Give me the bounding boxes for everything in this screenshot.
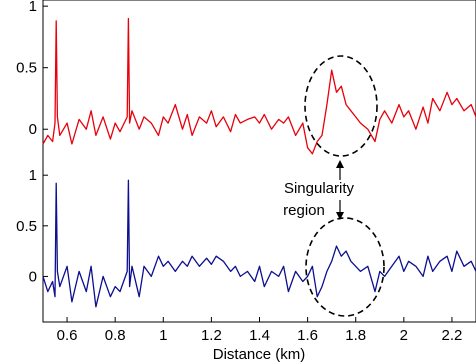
x-axis-title: Distance (km)	[213, 346, 306, 363]
annotation-arrowhead-down	[336, 212, 344, 220]
series-line-0	[42, 17, 476, 155]
plot-frame	[42, 0, 476, 323]
annotation-label-line2: region	[283, 202, 325, 219]
series-line-1	[42, 179, 476, 308]
y-tick-label: 0.5	[16, 218, 37, 235]
x-tick-label: 1.4	[249, 327, 270, 344]
bottom-panel: 00.51	[16, 167, 476, 308]
y-tick-label: 0	[29, 268, 37, 285]
y-tick-label: 1	[29, 167, 37, 184]
x-tick-label: 0.6	[57, 327, 78, 344]
y-tick-label: 0	[29, 121, 37, 138]
y-tick-label: 0.5	[16, 60, 37, 77]
y-tick-label: 1	[29, 0, 37, 15]
x-tick-label: 1.6	[297, 327, 318, 344]
x-tick-label: 1.2	[201, 327, 222, 344]
singularity-ellipse-top	[304, 55, 378, 157]
x-tick-label: 1.8	[345, 327, 366, 344]
x-tick-label: 2	[400, 327, 408, 344]
annotation-label-line1: Singularity	[284, 180, 355, 197]
x-axis: 0.6 0.8 1 1.2 1.4 1.6 1.8 2 2.2	[57, 317, 463, 344]
singularity-ellipse-bottom	[305, 217, 385, 317]
x-tick-label: 2.2	[442, 327, 463, 344]
x-tick-label: 1	[159, 327, 167, 344]
top-panel: 00.51	[16, 0, 476, 155]
x-tick-label: 0.8	[105, 327, 126, 344]
annotation-arrowhead-up	[336, 160, 344, 168]
